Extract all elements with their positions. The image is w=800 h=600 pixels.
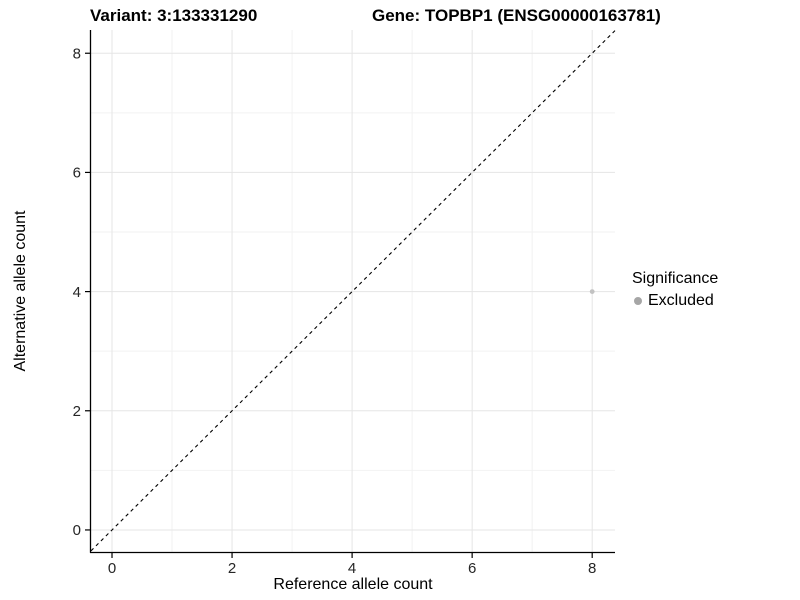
x-tick-label: 4 xyxy=(348,560,356,577)
plot-title-variant: Variant: 3:133331290 xyxy=(90,6,258,25)
x-axis-title: Reference allele count xyxy=(273,576,433,593)
plot-title-gene: Gene: TOPBP1 (ENSG00000163781) xyxy=(372,6,661,25)
y-tick-label: 8 xyxy=(73,45,81,62)
legend-title: Significance xyxy=(632,270,719,287)
legend-entry-excluded: Excluded xyxy=(632,292,718,310)
x-tick-label: 0 xyxy=(108,560,116,577)
legend-swatch-excluded-icon xyxy=(634,297,642,305)
legend: Significance Excluded xyxy=(632,270,718,310)
y-tick-label: 0 xyxy=(73,522,81,539)
legend-entry-label: Excluded xyxy=(648,292,714,309)
x-tick-label: 2 xyxy=(228,560,236,577)
y-tick-label: 2 xyxy=(73,403,81,420)
y-tick-label: 6 xyxy=(73,165,81,182)
data-point xyxy=(589,289,595,294)
y-tick-label: 4 xyxy=(73,284,81,301)
x-tick-label: 6 xyxy=(468,560,476,577)
x-tick-label: 8 xyxy=(588,560,596,577)
identity-dashed-line xyxy=(90,30,616,552)
y-axis-title: Alternative allele count xyxy=(12,210,29,372)
